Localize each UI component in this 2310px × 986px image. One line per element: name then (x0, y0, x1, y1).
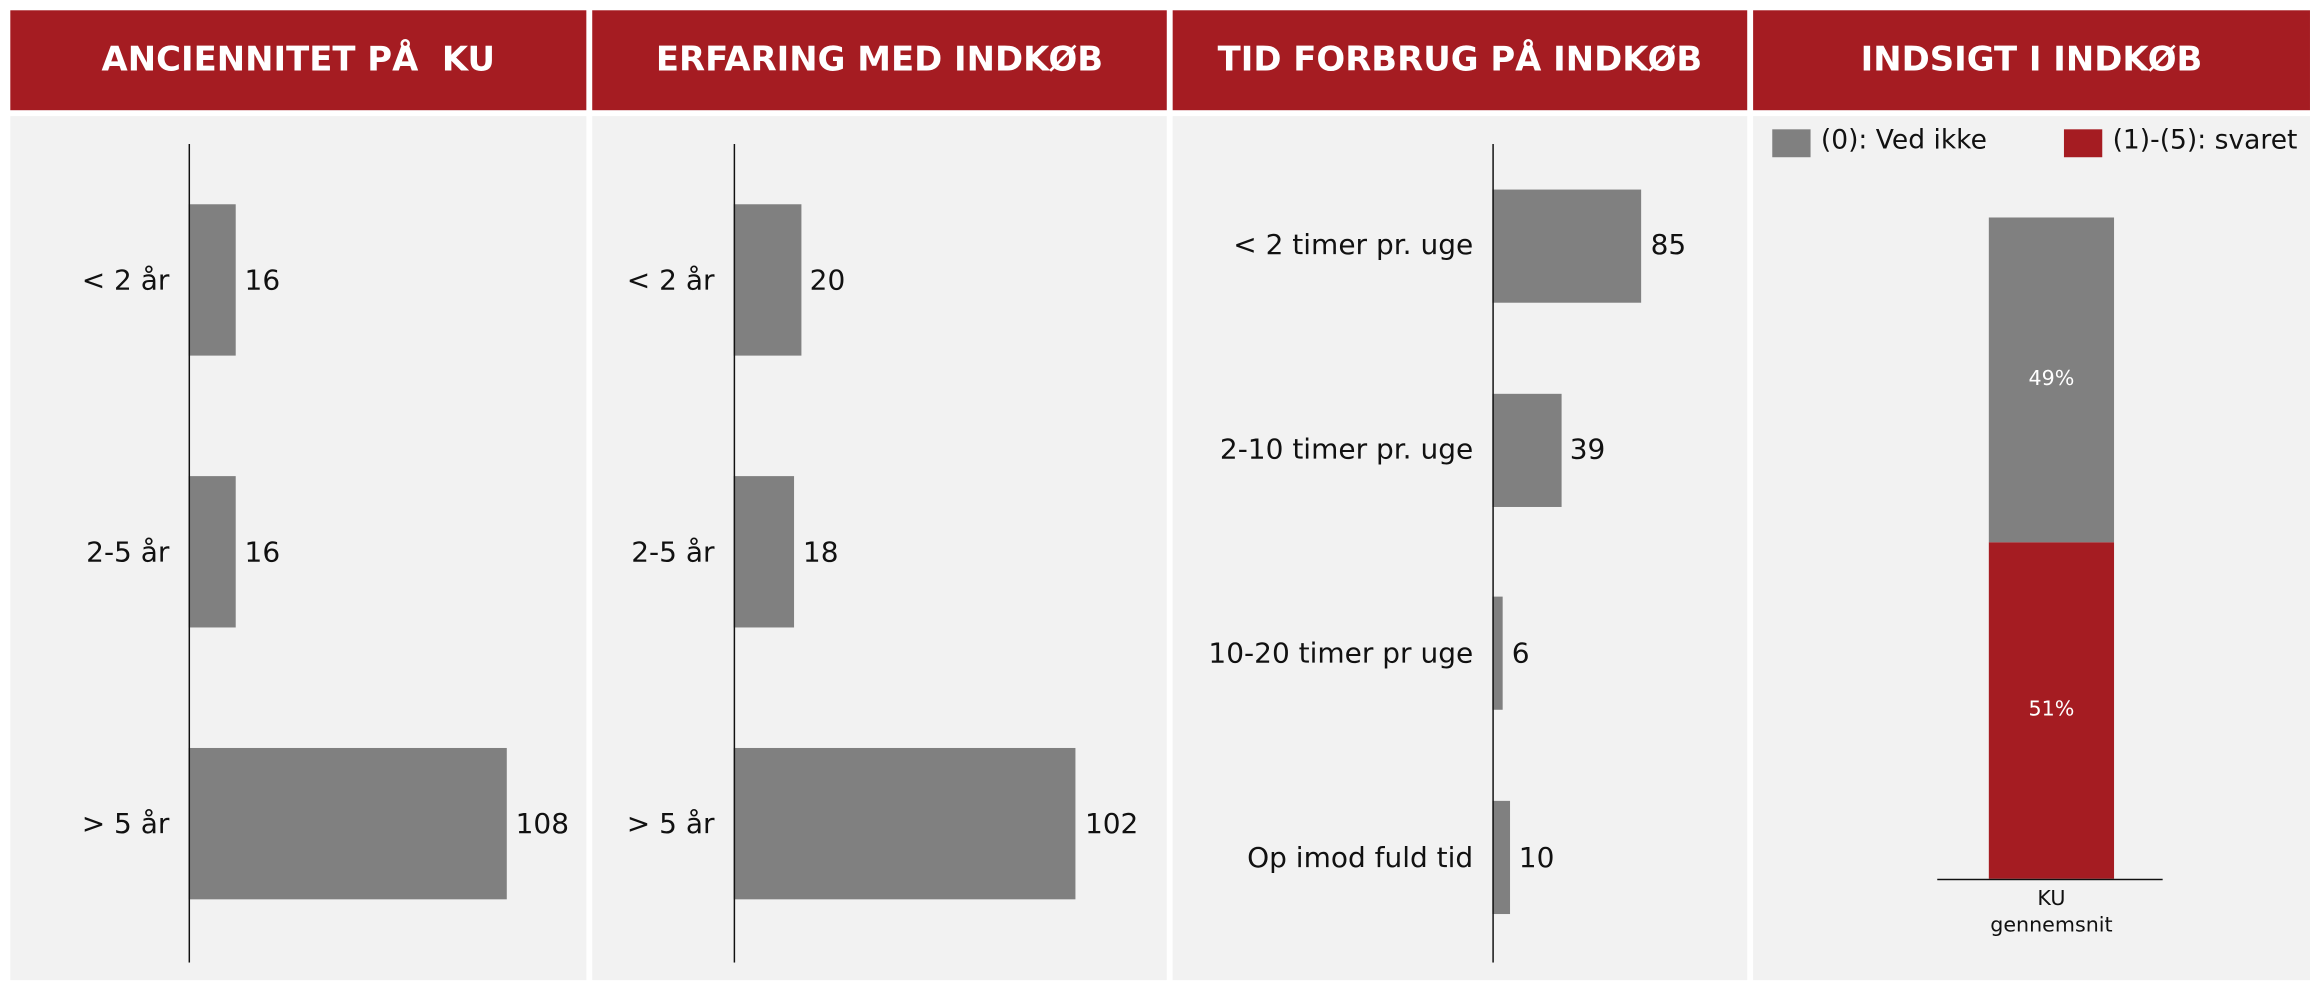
value-label: 49% (2028, 367, 2075, 392)
value-label: 6 (1511, 637, 1530, 670)
category-label: Op imod fuld tid (1247, 841, 1474, 874)
panel-header: TID FORBRUG PÅ INDKØB (1172, 10, 1748, 111)
bar (1492, 189, 1642, 303)
bar (188, 476, 236, 628)
value-label: 16 (244, 535, 281, 568)
axis-line (1491, 144, 1494, 963)
category-label: KU gennemsnit (1990, 887, 2113, 938)
value-label: 85 (1650, 229, 1687, 263)
category-label: > 5 år (81, 807, 170, 840)
legend-label: (1)-(5): svaret (2112, 124, 2298, 156)
bar (733, 748, 1077, 900)
value-label: 102 (1084, 807, 1139, 840)
legend-label: (0): Ved ikke (1820, 124, 1987, 156)
bar-segment (1988, 541, 2115, 879)
value-label: 10 (1518, 841, 1555, 874)
value-label: 18 (802, 535, 839, 568)
legend-swatch (2063, 129, 2103, 158)
axis-line (187, 144, 190, 963)
panel-header: ANCIENNITET PÅ KU (10, 10, 587, 111)
bar (188, 748, 507, 900)
category-label: < 2 timer pr. uge (1233, 229, 1474, 263)
category-label: 2-10 timer pr. uge (1219, 433, 1474, 467)
bar (188, 204, 236, 356)
category-label: < 2 år (81, 263, 170, 297)
panel-body (1172, 116, 1748, 981)
value-label: 108 (515, 807, 570, 840)
category-label: 2-5 år (86, 535, 170, 568)
bar (1492, 393, 1561, 507)
bar (733, 204, 801, 356)
category-label: < 2 år (626, 263, 715, 297)
value-label: 16 (244, 263, 281, 297)
bar (1492, 597, 1503, 711)
bar (733, 476, 795, 628)
bar (1492, 800, 1510, 915)
value-label: 51% (2028, 698, 2075, 722)
bar-segment (1988, 217, 2115, 542)
panel-header: ERFARING MED INDKØB (592, 10, 1167, 111)
category-label: > 5 år (626, 807, 715, 840)
legend-swatch (1772, 129, 1811, 158)
category-label: 10-20 timer pr uge (1208, 637, 1474, 670)
category-label: 2-5 år (631, 535, 715, 568)
axis-line (1937, 878, 2163, 880)
value-label: 39 (1569, 433, 1606, 467)
value-label: 20 (809, 263, 846, 297)
axis-line (732, 144, 735, 963)
panel-header: INDSIGT I INDKØB (1753, 10, 2310, 111)
